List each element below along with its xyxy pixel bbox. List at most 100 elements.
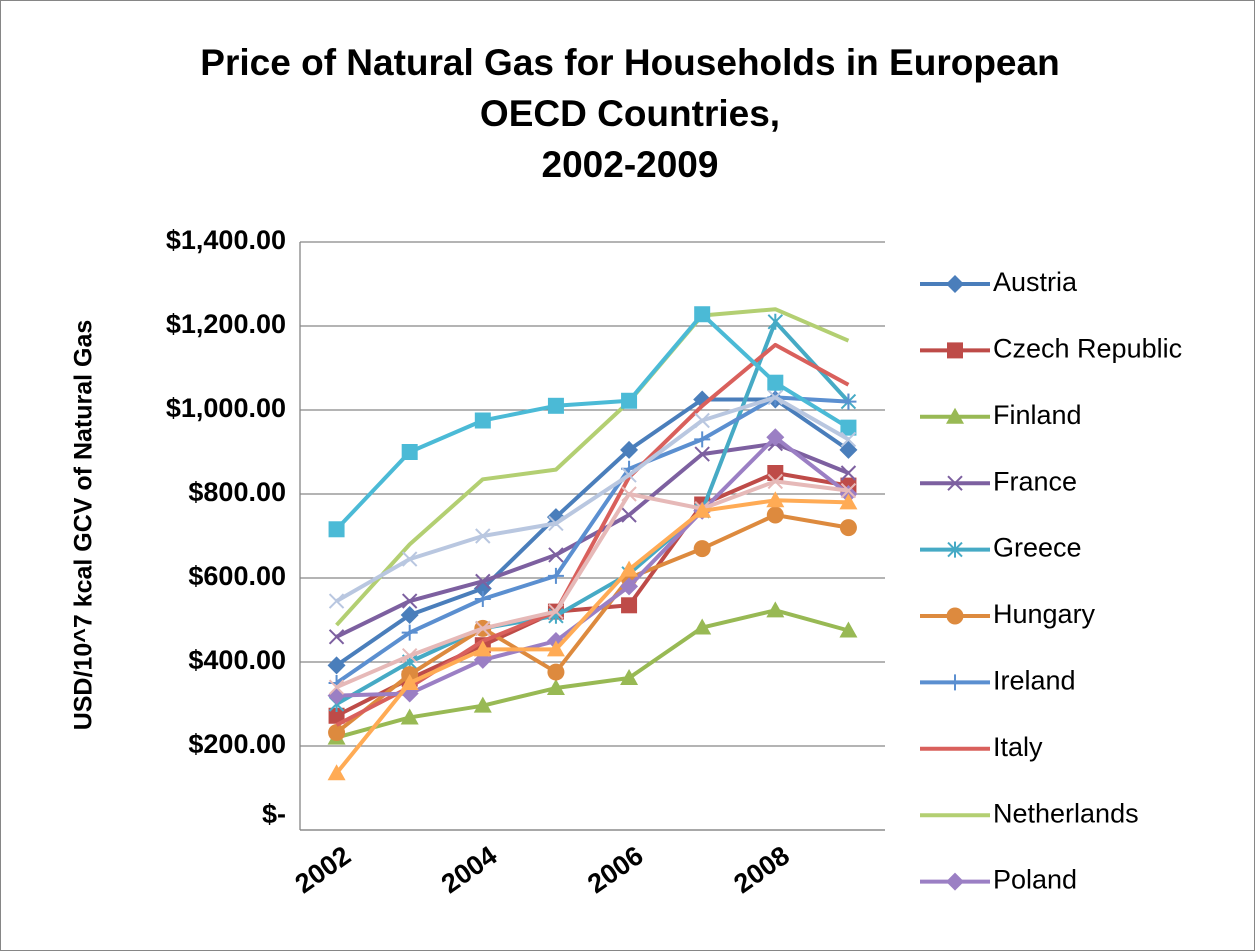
marker	[840, 393, 857, 410]
y-tick-label: $1,400.00	[166, 225, 286, 255]
marker	[548, 515, 564, 532]
marker	[400, 708, 419, 725]
marker	[620, 577, 639, 596]
marker	[839, 493, 858, 510]
series-line	[335, 479, 849, 690]
marker	[401, 551, 418, 567]
series-line	[336, 608, 849, 740]
marker	[401, 647, 418, 664]
marker	[946, 275, 964, 293]
marker	[840, 482, 857, 499]
marker	[547, 397, 564, 414]
series	[328, 389, 857, 609]
series	[328, 306, 857, 538]
marker	[546, 640, 565, 657]
series-line	[335, 312, 850, 531]
y-axis-label: USD/10^7 kcal GCV of Natural Gas	[70, 320, 98, 731]
marker	[767, 465, 784, 481]
marker	[328, 593, 345, 609]
marker	[767, 313, 784, 330]
marker	[767, 389, 784, 406]
marker	[621, 467, 637, 483]
marker	[547, 663, 565, 681]
legend-label: Italy	[993, 732, 1043, 762]
legend-label: France	[993, 466, 1077, 496]
chart-title: Price of Natural Gas for Households in E…	[200, 42, 1059, 83]
marker	[621, 507, 637, 523]
legend-label: Hungary	[993, 599, 1096, 629]
marker	[620, 440, 639, 459]
marker	[839, 519, 857, 537]
marker	[546, 679, 565, 696]
marker	[621, 597, 638, 614]
marker	[947, 475, 963, 491]
marker	[547, 567, 564, 584]
marker	[947, 674, 963, 691]
marker	[766, 428, 785, 447]
marker	[548, 603, 564, 620]
marker	[401, 593, 418, 609]
marker	[693, 618, 712, 635]
marker	[694, 446, 710, 462]
y-tick-label: $1,200.00	[166, 309, 286, 339]
legend-label: Austria	[993, 267, 1078, 297]
marker	[766, 491, 785, 508]
marker	[401, 624, 418, 641]
marker	[328, 521, 345, 538]
marker	[328, 629, 345, 645]
series-line	[335, 498, 849, 775]
marker	[400, 674, 419, 690]
marker	[947, 342, 963, 359]
marker	[401, 444, 418, 460]
marker	[620, 668, 639, 685]
legend-label: Ireland	[993, 666, 1076, 696]
marker	[474, 412, 491, 429]
y-tick-label: $1,000.00	[166, 393, 286, 423]
marker	[839, 621, 858, 638]
series	[328, 389, 857, 691]
marker	[400, 605, 419, 624]
series	[327, 491, 858, 781]
chart-title: OECD Countries,	[480, 93, 780, 134]
series-line	[335, 513, 849, 735]
marker	[694, 306, 711, 323]
marker	[328, 679, 345, 695]
marker	[840, 465, 857, 481]
legend-label: Poland	[993, 865, 1077, 895]
marker	[947, 541, 963, 558]
marker	[767, 473, 784, 490]
series-line	[335, 441, 850, 639]
marker	[767, 374, 784, 391]
legend-label: Netherlands	[993, 798, 1139, 828]
y-tick-label: $-	[262, 799, 286, 829]
series	[327, 601, 858, 745]
marker	[621, 392, 638, 409]
y-tick-label: $200.00	[188, 729, 286, 759]
marker	[766, 601, 785, 618]
marker	[328, 724, 346, 742]
marker	[621, 486, 637, 502]
legend-label: Czech Republic	[993, 334, 1182, 364]
marker	[694, 412, 710, 429]
marker	[693, 501, 712, 518]
marker	[766, 506, 784, 524]
marker	[620, 560, 639, 577]
series-line	[335, 395, 849, 685]
series-line	[335, 307, 850, 627]
y-tick-label: $800.00	[188, 477, 286, 507]
series	[335, 307, 850, 627]
marker	[473, 640, 492, 657]
marker	[327, 656, 346, 675]
marker	[327, 764, 346, 781]
marker	[473, 696, 492, 713]
marker	[946, 607, 964, 625]
marker	[474, 591, 491, 607]
legend-label: Greece	[993, 533, 1082, 563]
y-tick-label: $400.00	[188, 645, 286, 675]
marker	[548, 547, 564, 563]
marker	[946, 407, 964, 424]
legend-label: Finland	[993, 400, 1082, 430]
series-line	[336, 435, 850, 698]
marker	[840, 419, 857, 436]
